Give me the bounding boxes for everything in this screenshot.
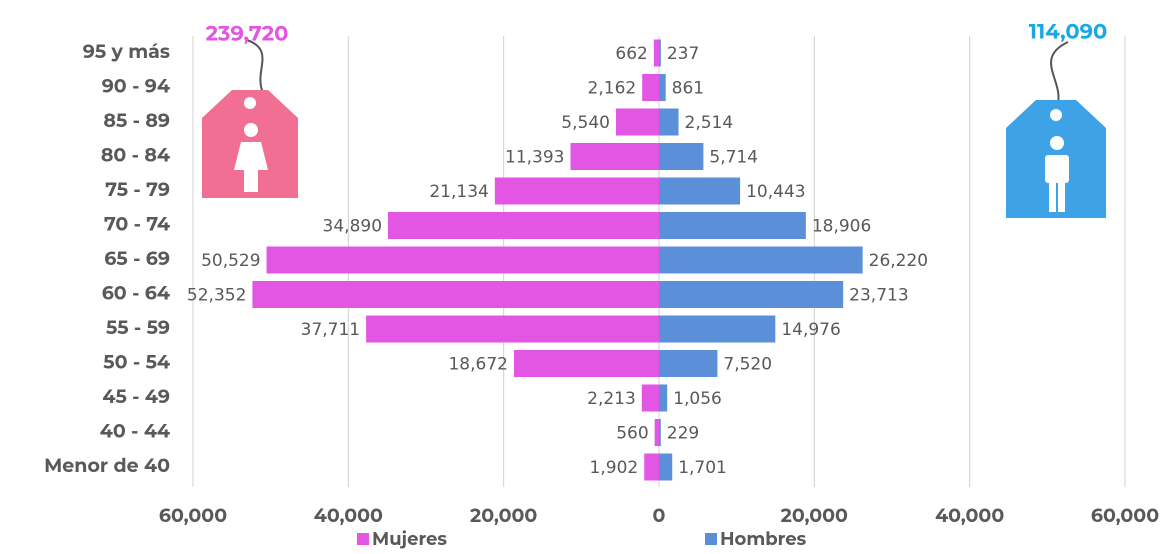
category-label: 60 - 64 bbox=[102, 282, 170, 305]
value-label: 37,711 bbox=[301, 320, 360, 340]
value-label: 5,540 bbox=[561, 113, 610, 133]
woman-tag-icon bbox=[202, 39, 298, 198]
category-label: 80 - 84 bbox=[101, 144, 170, 167]
value-label: 34,890 bbox=[323, 217, 382, 237]
legend-label: Mujeres bbox=[372, 528, 447, 550]
value-label: 1,902 bbox=[590, 458, 639, 478]
legend-swatch bbox=[357, 533, 369, 545]
value-label: 861 bbox=[672, 79, 704, 99]
category-label: 85 - 89 bbox=[103, 109, 170, 132]
category-label: 95 y más bbox=[83, 40, 170, 63]
bar bbox=[659, 212, 806, 239]
bar bbox=[659, 74, 666, 101]
bar bbox=[659, 384, 668, 412]
category-label: 75 - 79 bbox=[105, 178, 170, 201]
value-label: 11,393 bbox=[505, 148, 564, 168]
value-label: 1,056 bbox=[673, 389, 722, 409]
bar bbox=[659, 177, 741, 205]
category-label: Menor de 40 bbox=[44, 454, 170, 477]
man-tag-icon bbox=[1006, 41, 1106, 218]
value-label: 50,529 bbox=[201, 251, 260, 271]
value-label: 2,514 bbox=[685, 113, 734, 133]
annotation: 239,720 bbox=[206, 22, 289, 47]
x-tick-label: 40,000 bbox=[314, 504, 383, 527]
value-label: 229 bbox=[667, 424, 699, 444]
category-label: 50 - 54 bbox=[103, 351, 170, 374]
bar bbox=[641, 384, 659, 412]
bar bbox=[659, 246, 863, 274]
category-label: 90 - 94 bbox=[102, 75, 170, 98]
category-label: 70 - 74 bbox=[104, 213, 170, 236]
bar bbox=[644, 453, 659, 481]
bar bbox=[659, 39, 661, 67]
x-tick-label: 40,000 bbox=[935, 504, 1004, 527]
x-tick-label: 20,000 bbox=[781, 504, 848, 527]
bar bbox=[659, 108, 679, 136]
value-label: 7,520 bbox=[723, 355, 772, 375]
bar bbox=[388, 212, 659, 239]
category-label: 55 - 59 bbox=[106, 316, 170, 339]
bar bbox=[659, 453, 673, 481]
value-label: 10,443 bbox=[746, 182, 805, 202]
bar bbox=[642, 74, 659, 101]
bar bbox=[615, 108, 659, 136]
annotation: 114,090 bbox=[1029, 20, 1107, 45]
value-label: 52,352 bbox=[187, 286, 246, 306]
value-label: 560 bbox=[616, 424, 648, 444]
x-tick-label: 0 bbox=[653, 504, 666, 527]
bar bbox=[494, 177, 659, 205]
category-label: 40 - 44 bbox=[100, 420, 170, 443]
bar bbox=[366, 315, 659, 343]
value-label: 2,162 bbox=[588, 79, 637, 99]
bar bbox=[654, 419, 659, 446]
x-tick-label: 20,000 bbox=[470, 504, 537, 527]
bar bbox=[266, 246, 659, 274]
value-label: 23,713 bbox=[849, 286, 908, 306]
value-label: 662 bbox=[615, 44, 647, 64]
value-label: 237 bbox=[667, 44, 699, 64]
value-label: 21,134 bbox=[429, 182, 488, 202]
x-tick-label: 60,000 bbox=[1091, 504, 1159, 527]
value-label: 18,906 bbox=[812, 217, 871, 237]
value-label: 18,672 bbox=[448, 355, 507, 375]
bar bbox=[252, 281, 659, 308]
category-label: 65 - 69 bbox=[104, 247, 170, 270]
x-tick-label: 60,000 bbox=[159, 504, 227, 527]
bar bbox=[659, 281, 844, 308]
bar bbox=[659, 350, 718, 377]
value-label: 2,213 bbox=[587, 389, 636, 409]
bar bbox=[659, 315, 776, 343]
value-label: 26,220 bbox=[869, 251, 928, 271]
bar bbox=[513, 350, 659, 377]
bar bbox=[659, 419, 661, 446]
legend-label: Hombres bbox=[720, 528, 807, 550]
category-label: 45 - 49 bbox=[102, 385, 170, 408]
value-label: 14,976 bbox=[781, 320, 840, 340]
bar bbox=[653, 39, 659, 67]
bar bbox=[659, 143, 704, 170]
value-label: 1,701 bbox=[678, 458, 727, 478]
value-label: 5,714 bbox=[709, 148, 758, 168]
bar bbox=[570, 143, 659, 170]
legend-swatch bbox=[705, 533, 717, 545]
